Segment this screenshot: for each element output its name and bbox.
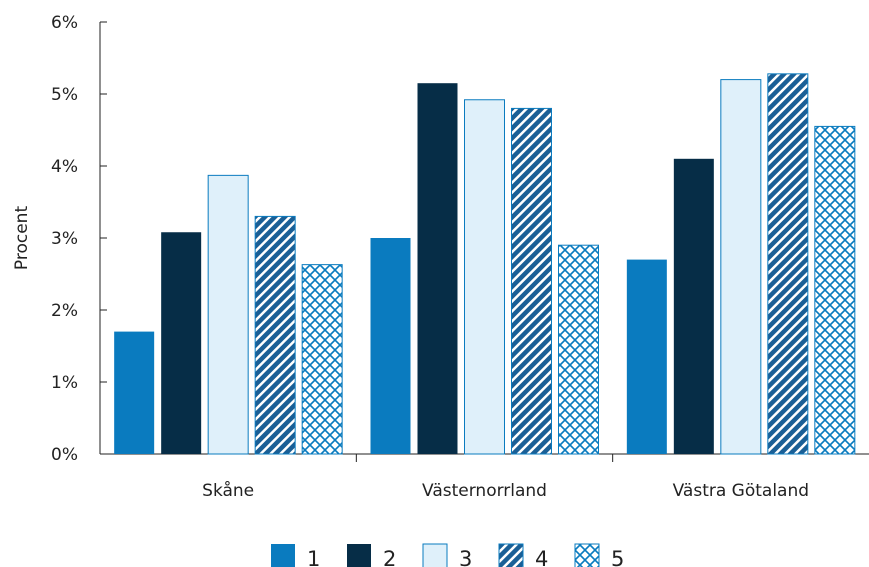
y-axis-label: Procent	[12, 206, 32, 271]
bar-2-series-3	[464, 99, 505, 455]
y-tick-label: 0%	[51, 445, 78, 465]
bar-2-series-2	[417, 83, 458, 454]
bar-3-series-2	[673, 158, 714, 455]
legend-swatch-1	[271, 544, 295, 567]
bar-3-series-3	[720, 79, 762, 455]
legend-swatch-3	[422, 543, 448, 567]
labels: 0% 1% 2% 3% 4% 5% 6% Procent Skåne Västernorrland…	[12, 13, 809, 501]
bar-1-series-2	[161, 232, 202, 454]
category-label: Västra Götaland	[673, 481, 809, 501]
legend-swatch-5	[574, 543, 600, 567]
category-label: Västernorrland	[422, 481, 547, 501]
bar-1-series-1	[114, 331, 155, 454]
bars	[114, 73, 856, 455]
bar-1-series-5	[301, 264, 343, 455]
legend: 1 2 3 4 5	[271, 543, 624, 567]
bar-1-series-4	[254, 215, 296, 455]
bar-2-series-1	[370, 238, 411, 454]
legend-label-3: 3	[459, 547, 472, 567]
bar-2-series-5	[558, 244, 599, 455]
bar-2-series-4	[511, 107, 552, 455]
legend-label-5: 5	[611, 547, 624, 567]
y-tick-label: 4%	[51, 157, 78, 177]
bar-3-series-1	[626, 259, 667, 454]
legend-label-4: 4	[535, 547, 548, 567]
legend-swatch-4	[498, 543, 524, 567]
bar-3-series-4	[767, 73, 809, 455]
y-tick-label: 3%	[51, 229, 78, 249]
y-tick-label: 1%	[51, 373, 78, 393]
bar-3-series-5	[814, 125, 856, 455]
y-tick-label: 5%	[51, 85, 78, 105]
category-label: Skåne	[202, 480, 254, 501]
y-tick-label: 2%	[51, 301, 78, 321]
bar-1-series-3	[207, 174, 249, 455]
legend-swatch-2	[347, 544, 371, 567]
y-tick-label: 6%	[51, 13, 78, 33]
legend-label-1: 1	[307, 547, 320, 567]
legend-label-2: 2	[383, 547, 396, 567]
